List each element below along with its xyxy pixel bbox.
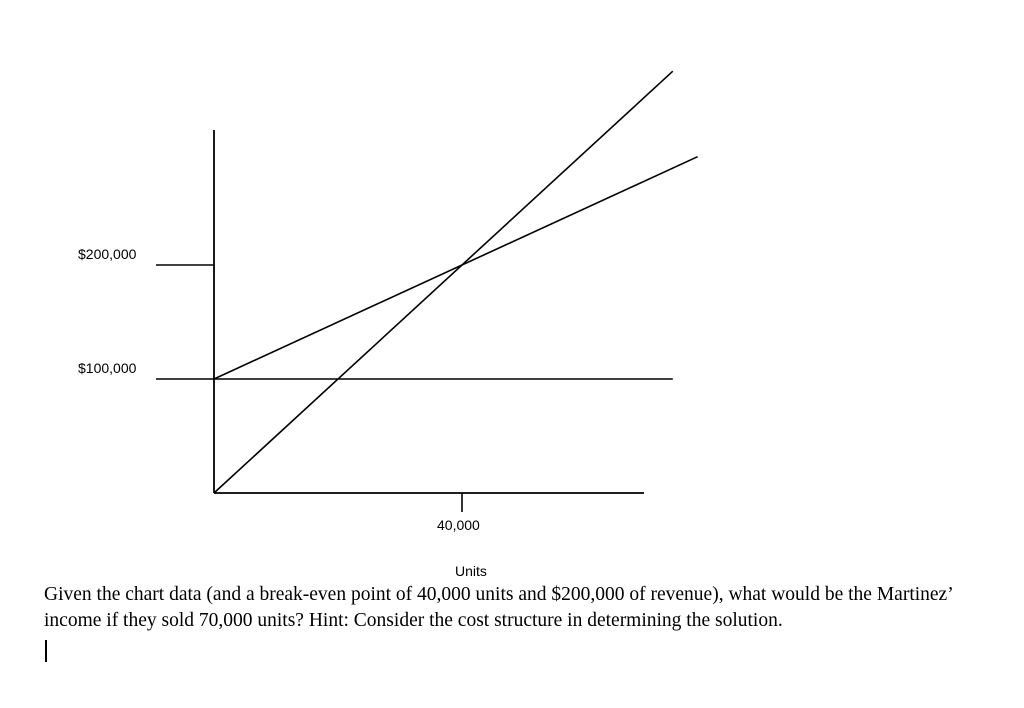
- chart-axes: [213, 130, 644, 494]
- total-revenue-line: [213, 70, 674, 494]
- chart-series: [213, 70, 698, 494]
- question-text: Given the chart data (and a break-even p…: [44, 584, 953, 631]
- total-cost-line: [213, 155, 698, 380]
- y-tick-label-1: $200,000: [78, 246, 137, 262]
- y-tick-label-0: $100,000: [78, 360, 137, 376]
- chart-ticks: [156, 264, 463, 512]
- x-tick-label-0: 40,000: [437, 517, 480, 533]
- x-axis-label: Units: [455, 563, 487, 579]
- text-cursor[interactable]: [45, 640, 47, 662]
- break-even-chart: [156, 70, 698, 512]
